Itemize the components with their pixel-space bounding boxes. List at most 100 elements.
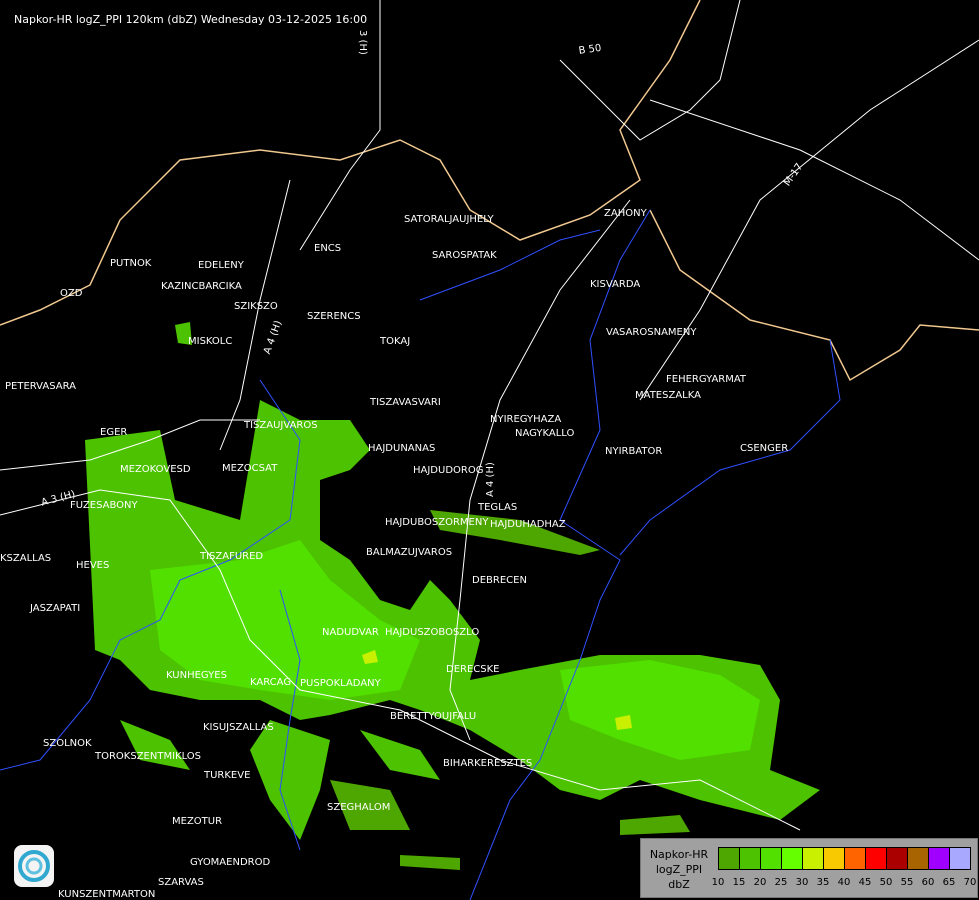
city-label: SZOLNOK (43, 738, 92, 749)
map-title: Napkor-HR logZ_PPI 120km (dbZ) Wednesday… (14, 13, 368, 26)
city-label: VASAROSNAMENY (606, 327, 697, 338)
city-label: KISUJSZALLAS (203, 722, 274, 733)
map-line (0, 419, 260, 471)
city-label: TISZAUJVAROS (244, 420, 318, 431)
city-label: KSZALLAS (0, 553, 52, 564)
city-label: HAJDUNANAS (368, 443, 436, 454)
map-line (0, 489, 801, 831)
legend-swatch (908, 848, 929, 869)
legend-swatch (950, 848, 970, 869)
legend-tick-label: 20 (753, 877, 767, 888)
legend-unit: dbZ (668, 878, 690, 891)
city-label: MEZOCSAT (222, 463, 278, 474)
map-line (619, 339, 841, 556)
legend-swatch (866, 848, 887, 869)
city-label: EGER (100, 427, 128, 438)
legend-tick-label: 55 (900, 877, 914, 888)
legend-swatch (782, 848, 803, 869)
legend-tick-label: 10 (711, 877, 725, 888)
road-label-3: 3 (H) (357, 30, 368, 55)
city-label: TISZAFURED (200, 551, 264, 562)
city-label: TEGLAS (478, 502, 518, 513)
city-label: HAJDUSZOBOSZLO (385, 627, 480, 638)
city-label: SZARVAS (158, 877, 204, 888)
city-label: NYIRBATOR (605, 446, 663, 457)
radar-echoes (85, 322, 820, 870)
city-label: CSENGER (740, 443, 789, 454)
legend-title-line: logZ_PPI (655, 863, 703, 876)
city-label: MEZOKOVESD (120, 464, 191, 475)
city-label: SZEGHALOM (327, 802, 391, 813)
city-label: TURKEVE (204, 770, 251, 781)
city-label: HEVES (76, 560, 110, 571)
road-label-a4-south: A 4 (H) (485, 462, 496, 497)
legend-tick-label: 35 (816, 877, 830, 888)
map-line (649, 99, 979, 261)
city-label: TISZAVASVARI (370, 397, 441, 408)
map-line (299, 0, 381, 251)
legend-tick-label: 50 (879, 877, 893, 888)
city-label: JASZAPATI (30, 603, 81, 614)
legend-tick-label: 15 (732, 877, 746, 888)
legend-swatch (740, 848, 761, 869)
city-label: NAGYKALLO (515, 428, 575, 439)
map-line (419, 229, 601, 301)
radar-echo (620, 815, 690, 835)
legend-title: Napkor-HR logZ_PPI dbZ (645, 847, 713, 892)
legend-tick-label: 40 (837, 877, 851, 888)
city-label: ENCS (314, 243, 342, 254)
city-label: KARCAG (250, 677, 292, 688)
legend-swatch (824, 848, 845, 869)
map-line (649, 209, 979, 382)
city-label: KISVARDA (590, 279, 641, 290)
map-line (639, 39, 979, 401)
legend-swatch (929, 848, 950, 869)
city-label: TOROKSZENTMIKLOS (95, 751, 202, 762)
city-label: HAJDUHADHAZ (490, 519, 566, 530)
legend-ticks: 10 15 20 25 30 35 40 45 50 55 60 65 70 (711, 877, 979, 891)
legend-swatch (719, 848, 740, 869)
city-label: GYOMAENDROD (190, 857, 271, 868)
radar-echo (330, 780, 410, 830)
city-label: DERECSKE (446, 664, 500, 675)
city-label: PETERVASARA (5, 381, 76, 392)
legend-tick-label: 70 (963, 877, 977, 888)
city-label: NADUDVAR (322, 627, 379, 638)
city-label: SZIKSZO (234, 301, 278, 312)
logo-icon (14, 845, 54, 887)
legend-swatch (761, 848, 782, 869)
legend-title-line: Napkor-HR (649, 848, 709, 861)
city-label: DEBRECEN (472, 575, 527, 586)
legend-tick-label: 60 (921, 877, 935, 888)
city-label: PUSPOKLADANY (300, 678, 381, 689)
city-label: FUZESABONY (70, 500, 138, 511)
map-line (279, 589, 301, 851)
radar-echo (430, 510, 600, 555)
legend-tick-label: 45 (858, 877, 872, 888)
color-legend: Napkor-HR logZ_PPI dbZ 10 15 20 25 30 35 40 45 5… (640, 838, 978, 898)
city-label: TOKAJ (380, 336, 411, 347)
radar-echo (560, 660, 760, 760)
city-label: KUNSZENTMARTON (58, 889, 156, 900)
legend-tick-label: 65 (942, 877, 956, 888)
city-label: FEHERGYARMAT (666, 374, 747, 385)
legend-swatch (803, 848, 824, 869)
legend-tick-label: 25 (774, 877, 788, 888)
city-label: MATESZALKA (635, 390, 701, 401)
city-label: BERETTYOUJFALU (390, 711, 477, 722)
city-label: SATORALJAUJHELY (404, 214, 494, 225)
city-label: HAJDUBOSZORMENY (385, 517, 489, 528)
radar-echo (615, 715, 632, 730)
city-label: SZERENCS (307, 311, 361, 322)
radar-echo (400, 855, 460, 870)
city-label: MEZOTUR (172, 816, 223, 827)
city-label: BALMAZUJVAROS (366, 547, 453, 558)
city-label: ZAHONY (604, 208, 647, 219)
radar-echo (175, 322, 192, 345)
map-line (0, 0, 701, 326)
city-label: KAZINCBARCIKA (161, 281, 242, 292)
radar-echo (250, 720, 330, 840)
